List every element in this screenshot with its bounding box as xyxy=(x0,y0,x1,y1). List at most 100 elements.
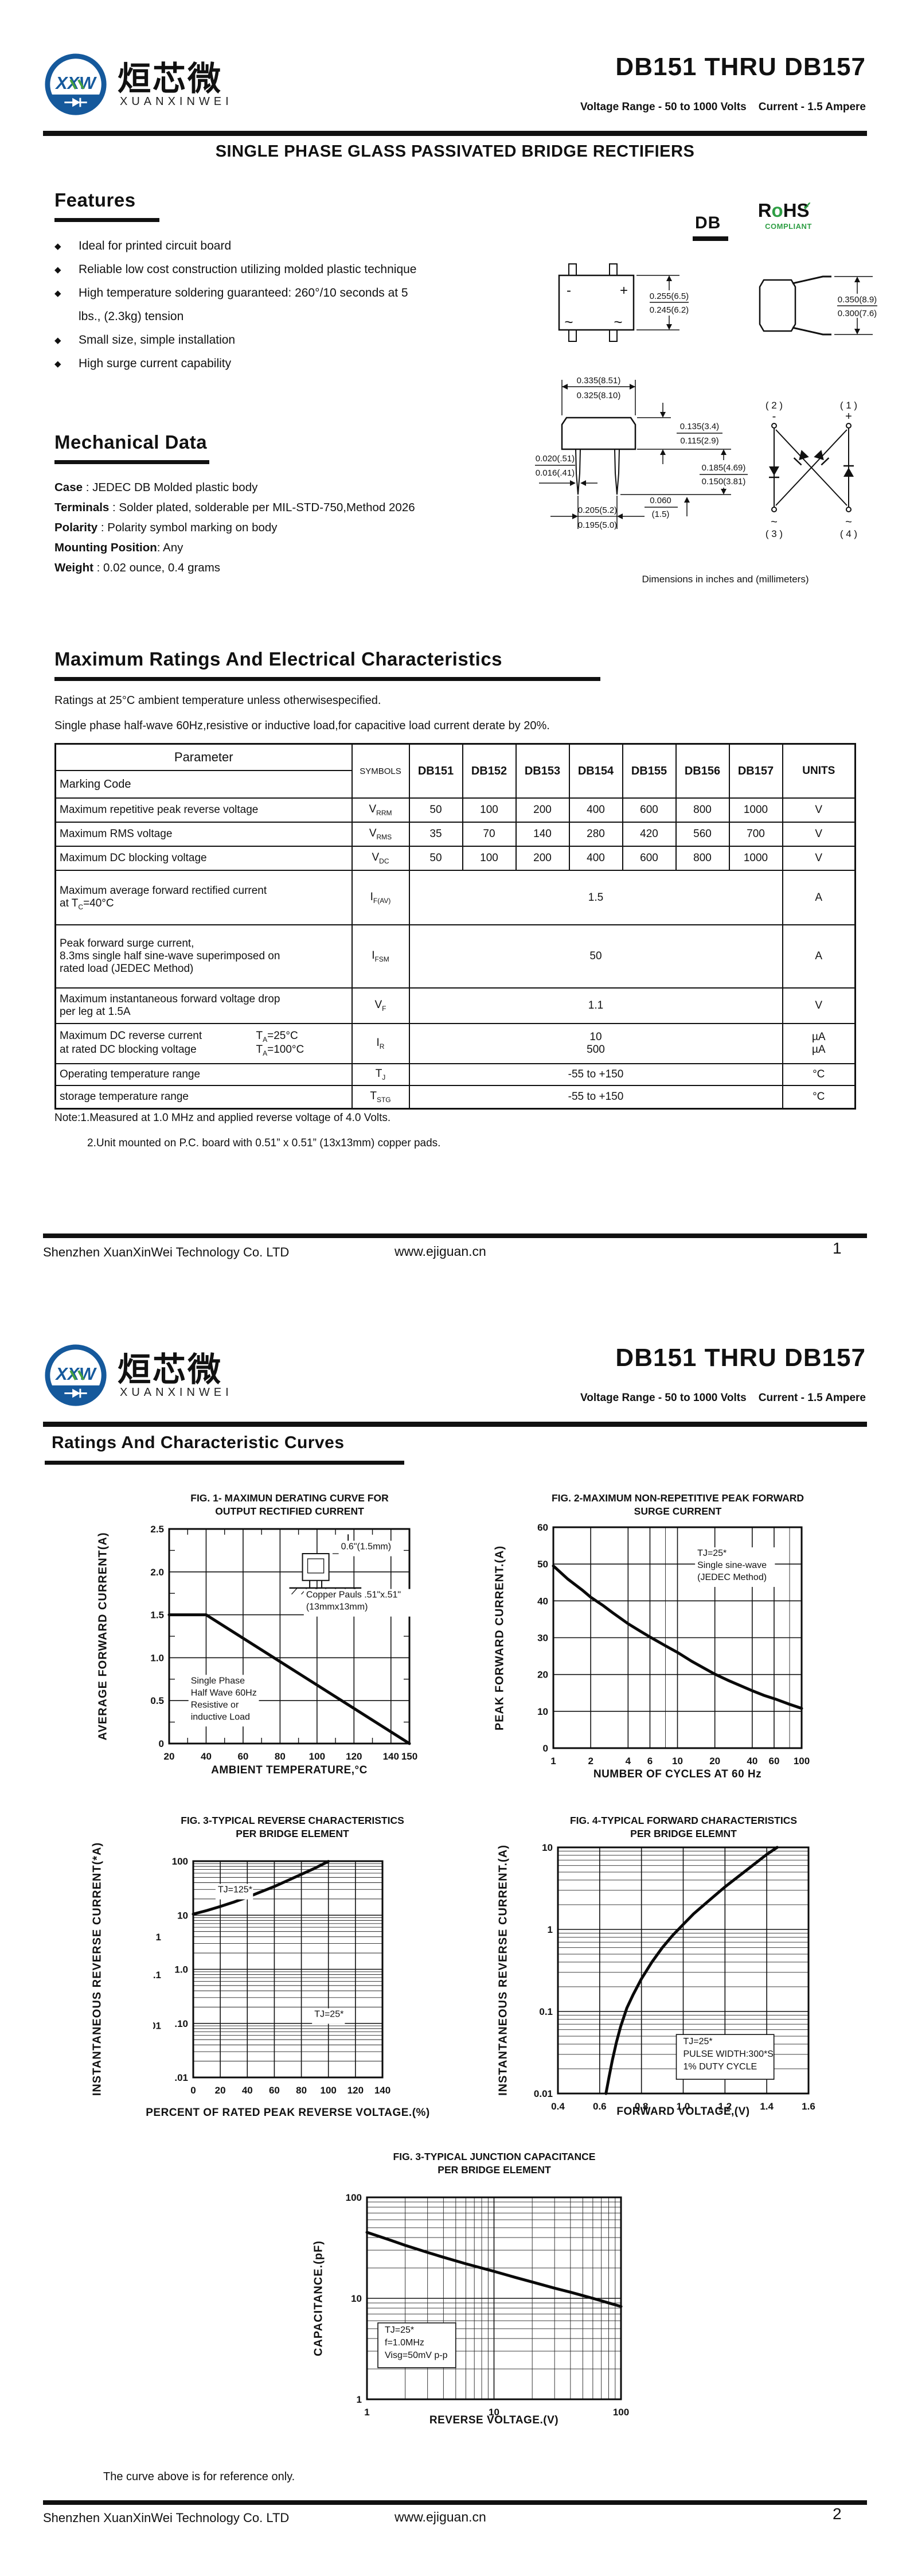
symbol-cell: VRRM xyxy=(351,797,410,823)
param-cell: Maximum RMS voltage xyxy=(54,822,353,847)
curves-heading: Ratings And Characteristic Curves xyxy=(52,1433,345,1452)
model-header-db155: DB155 xyxy=(622,743,677,799)
svg-text:0.150(3.81): 0.150(3.81) xyxy=(702,477,746,487)
side-view-lead-icon xyxy=(792,275,831,285)
value-span-cell: -55 to +150 xyxy=(408,1085,783,1109)
table-row: Maximum average forward rectified curren… xyxy=(54,870,856,925)
ratings-table: Parameter SYMBOLS DB151 DB152 DB153 DB15… xyxy=(54,743,856,1110)
mech-data-row: Case : JEDEC DB Molded plastic body xyxy=(54,481,258,494)
fig2-ylabel: PEAK FORWARD CURRENT.(A) xyxy=(493,1545,506,1731)
symbol-cell: IF(AV) xyxy=(351,870,410,925)
value-span-cell: -55 to +150 xyxy=(408,1063,783,1086)
param-cell: Maximum DC blocking voltage xyxy=(54,846,353,871)
param-header: Parameter xyxy=(54,743,353,771)
value-cell: 1000 xyxy=(728,797,783,823)
table-row: Maximum DC reverse current TA=25°C at rate… xyxy=(54,1023,856,1064)
svg-text:0.01: 0.01 xyxy=(534,2088,553,2099)
dimension-lines xyxy=(535,275,877,529)
table-row: Operating temperature range TJ -55 to +150… xyxy=(54,1063,856,1086)
value-span-cell: 1.1 xyxy=(408,987,783,1024)
svg-text:0.255(6.5): 0.255(6.5) xyxy=(650,291,689,301)
value-cell: 200 xyxy=(515,846,570,871)
ratings-underline xyxy=(54,677,600,681)
svg-text:TJ=25*: TJ=25* xyxy=(697,1548,727,1558)
svg-text:0.060: 0.060 xyxy=(650,496,671,505)
fig3-plot: TJ=125* TJ=25* 0 20 40 60 80 100 120 140 100 10 1.0.… xyxy=(153,1856,390,2096)
svg-text:Copper Pauls .51"x.51": Copper Pauls .51"x.51" xyxy=(306,1590,401,1600)
svg-text:120: 120 xyxy=(347,2085,364,2096)
bottom-view-body xyxy=(561,417,636,450)
model-header-db157: DB157 xyxy=(728,743,783,799)
value-cell: 400 xyxy=(568,797,623,823)
mech-data-row: Terminals : Solder plated, solderable pe… xyxy=(54,501,415,514)
symbol-cell: TJ xyxy=(351,1063,410,1086)
value-cell: 800 xyxy=(675,797,730,823)
svg-text:0.020(.51): 0.020(.51) xyxy=(536,454,575,464)
value-cell: 35 xyxy=(408,822,463,847)
feature-text: Reliable low cost construction utilizing… xyxy=(79,262,417,276)
header-rule xyxy=(43,131,867,136)
svg-text:1% DUTY CYCLE: 1% DUTY CYCLE xyxy=(684,2062,757,2072)
svg-text:0.8: 0.8 xyxy=(635,2101,649,2112)
unit-cell: A xyxy=(782,870,856,925)
svg-text:50: 50 xyxy=(537,1559,548,1570)
svg-text:120: 120 xyxy=(346,1751,362,1762)
svg-text:Resistive or: Resistive or xyxy=(191,1700,239,1710)
dimension-arrowheads xyxy=(562,275,860,519)
svg-text:0.01: 0.01 xyxy=(153,2021,161,2032)
svg-text:TJ=125*: TJ=125* xyxy=(218,1885,252,1895)
note-1: Note:1.Measured at 1.0 MHz and applied r… xyxy=(54,1112,391,1124)
top-view-pin-icon xyxy=(568,263,577,276)
svg-text:60: 60 xyxy=(537,1522,548,1533)
diamond-bullet-icon: ◆ xyxy=(54,241,61,251)
fig1-xlabel: AMBIENT TEMPERATURE,°C xyxy=(211,1764,368,1776)
ratings-table-body: Maximum repetitive peak reverse voltage V… xyxy=(54,797,856,1109)
svg-text:~: ~ xyxy=(845,516,852,528)
svg-text:2: 2 xyxy=(588,1756,593,1766)
value-cell: 50 xyxy=(408,846,463,871)
unit-cell: V xyxy=(782,797,856,823)
part-range-title: DB151 THRU DB157 xyxy=(615,53,866,81)
diamond-bullet-icon: ◆ xyxy=(54,264,61,275)
svg-text:-: - xyxy=(567,283,571,298)
diamond-bullet-icon: ◆ xyxy=(54,335,61,345)
bridge-diodes xyxy=(769,450,854,478)
rohs-green-o: o xyxy=(771,200,783,221)
svg-text:( 4 ): ( 4 ) xyxy=(840,528,857,539)
feature-item: ◆ Small size, simple installation xyxy=(54,328,513,352)
mechanical-data-heading: Mechanical Data xyxy=(54,431,208,453)
rohs-compliant-text: COMPLIANT xyxy=(765,222,812,231)
table-row: Maximum instantaneous forward voltage dr… xyxy=(54,987,856,1024)
logo-diode-icon xyxy=(72,98,80,107)
mechanical-data-underline xyxy=(54,460,209,464)
svg-text:30: 30 xyxy=(537,1633,548,1644)
svg-text:1.2: 1.2 xyxy=(718,2101,732,2112)
features-underline xyxy=(54,218,159,222)
svg-text:0.195(5.0): 0.195(5.0) xyxy=(578,520,617,530)
svg-text:10: 10 xyxy=(489,2407,499,2418)
svg-text:100: 100 xyxy=(172,1856,188,1867)
svg-text:f=1.0MHz: f=1.0MHz xyxy=(385,2338,424,2348)
svg-text:.01: .01 xyxy=(174,2072,188,2083)
svg-text:.10: .10 xyxy=(174,2018,188,2029)
brand-logo-icon: XXW xyxy=(45,1344,107,1406)
svg-text:( 1 ): ( 1 ) xyxy=(840,400,857,411)
symbol-cell: IFSM xyxy=(351,924,410,989)
svg-text:0.4: 0.4 xyxy=(551,2101,565,2112)
value-cell: 420 xyxy=(622,822,677,847)
fig4-xlabel: FORWARD VOLTAGE,(V) xyxy=(616,2106,750,2118)
footer-site: www.ejiguan.cn xyxy=(395,1244,486,1259)
top-view-pin-icon xyxy=(609,329,618,342)
feature-item: ◆ Reliable low cost construction utilizin… xyxy=(54,258,513,281)
fig2-title: FIG. 2-MAXIMUM NON-REPETITIVE PEAK FORWA… xyxy=(551,1492,804,1517)
footer-site: www.ejiguan.cn xyxy=(395,2509,486,2524)
svg-text:0.6: 0.6 xyxy=(593,2101,607,2112)
svg-text:4: 4 xyxy=(626,1756,631,1766)
svg-text:+: + xyxy=(845,410,852,423)
svg-text:20: 20 xyxy=(164,1751,175,1762)
svg-text:0.325(8.10): 0.325(8.10) xyxy=(577,391,621,400)
value-cell: 200 xyxy=(515,797,570,823)
product-title: SINGLE PHASE GLASS PASSIVATED BRIDGE REC… xyxy=(215,142,695,161)
svg-text:140: 140 xyxy=(383,1751,399,1762)
